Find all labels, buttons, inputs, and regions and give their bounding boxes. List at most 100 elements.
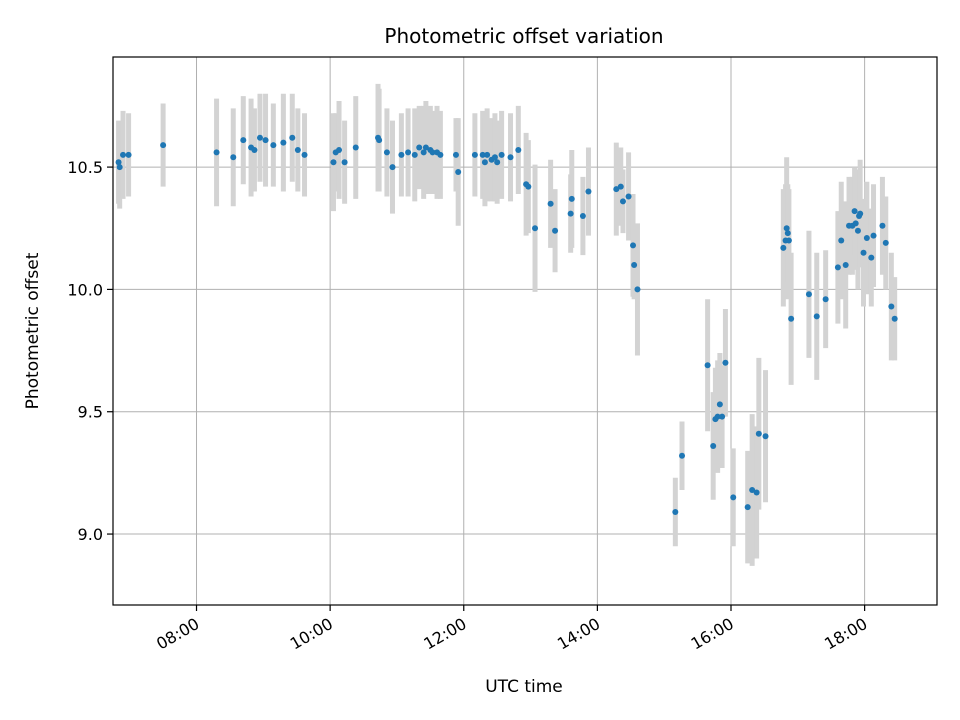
data-point (784, 230, 791, 237)
data-point (405, 149, 412, 156)
data-point (860, 249, 867, 256)
data-point (494, 159, 501, 166)
data-point (617, 183, 624, 190)
data-point (716, 401, 723, 408)
chart-title: Photometric offset variation (384, 24, 663, 48)
data-point (301, 151, 308, 158)
data-point (851, 208, 858, 215)
y-tick-label: 10.5 (67, 158, 103, 177)
data-point (420, 149, 427, 156)
data-point (888, 303, 895, 310)
data-point (863, 235, 870, 242)
data-point (422, 144, 429, 151)
data-point (730, 494, 737, 501)
data-point (525, 183, 532, 190)
data-point (294, 146, 301, 153)
data-point (785, 237, 792, 244)
data-points (115, 134, 898, 516)
data-point (481, 159, 488, 166)
data-point (854, 227, 861, 234)
data-point (389, 164, 396, 171)
data-point (868, 254, 875, 261)
data-point (251, 146, 258, 153)
data-point (280, 139, 287, 146)
data-point (491, 154, 498, 161)
data-point (336, 146, 343, 153)
data-point (256, 134, 263, 141)
data-point (852, 220, 859, 227)
data-point (813, 313, 820, 320)
data-point (857, 210, 864, 217)
data-point (722, 359, 729, 366)
data-point (532, 225, 539, 232)
data-point (341, 159, 348, 166)
data-point (429, 149, 436, 156)
data-point (484, 151, 491, 158)
y-tick-label: 9.5 (78, 403, 103, 422)
data-point (515, 146, 522, 153)
data-point (240, 137, 247, 144)
data-point (780, 244, 787, 251)
data-point (452, 151, 459, 158)
data-point (411, 151, 418, 158)
data-point (882, 239, 889, 246)
data-point (547, 200, 554, 207)
x-axis-label: UTC time (485, 677, 563, 697)
data-point (783, 225, 790, 232)
data-point (672, 509, 679, 516)
data-point (679, 452, 686, 459)
data-point (613, 186, 620, 193)
data-point (567, 210, 574, 217)
data-point (160, 142, 167, 149)
data-point (213, 149, 220, 156)
data-point (125, 151, 132, 158)
plot-frame (112, 56, 938, 606)
data-point (507, 154, 514, 161)
data-point (719, 413, 726, 420)
data-point (416, 144, 423, 151)
data-point (376, 137, 383, 144)
data-point (230, 154, 237, 161)
data-point (753, 489, 760, 496)
data-point (805, 291, 812, 298)
data-point (568, 195, 575, 202)
data-point (120, 151, 127, 158)
data-point (630, 242, 637, 249)
data-point (788, 315, 795, 322)
data-point (471, 151, 478, 158)
data-point (762, 433, 769, 440)
data-point (398, 151, 405, 158)
data-point (714, 413, 721, 420)
data-point (330, 159, 337, 166)
data-point (625, 193, 632, 200)
data-point (498, 151, 505, 158)
data-point (383, 149, 390, 156)
data-point (116, 164, 123, 171)
y-tick-label: 9.0 (78, 525, 103, 544)
data-point (744, 504, 751, 511)
data-point (270, 142, 277, 149)
data-point (479, 151, 486, 158)
data-point (115, 159, 122, 166)
data-point (552, 227, 559, 234)
data-point (879, 222, 886, 229)
data-point (710, 442, 717, 449)
data-point (822, 296, 829, 303)
data-point (619, 198, 626, 205)
data-point (579, 213, 586, 220)
data-point (262, 137, 269, 144)
data-point (352, 144, 359, 151)
data-point (755, 430, 762, 437)
data-point (842, 261, 849, 268)
data-point (437, 151, 444, 158)
data-point (631, 261, 638, 268)
data-point (891, 315, 898, 322)
data-point (870, 232, 877, 239)
y-tick-label: 10.0 (67, 280, 103, 299)
data-point (749, 487, 756, 494)
data-point (289, 134, 296, 141)
data-point (634, 286, 641, 293)
data-point (455, 168, 462, 175)
